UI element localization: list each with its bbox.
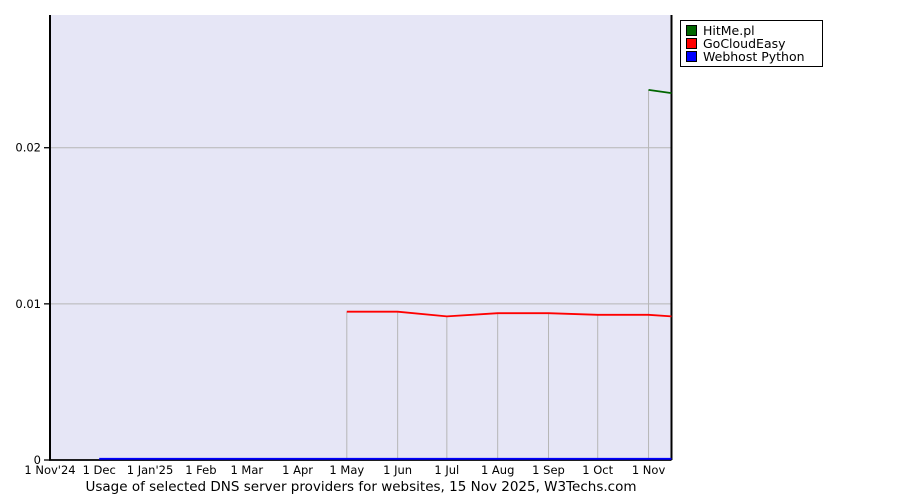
legend-label: HitMe.pl [703,23,755,38]
x-tick-label: 1 May [329,463,364,477]
x-tick-label: 1 Aug [481,463,514,477]
x-tick-label: 1 Nov [632,463,666,477]
series-color-swatch [686,25,697,36]
chart-title: Usage of selected DNS server providers f… [85,479,637,495]
y-tick-label: 0 [34,453,41,467]
x-tick-label: 1 Dec [83,463,116,477]
x-tick-label: 1 Feb [185,463,216,477]
x-tick-label: 1 Jun [383,463,412,477]
x-tick-label: 1 Jan'25 [127,463,174,477]
x-tick-label: 1 Sep [532,463,565,477]
x-tick-label: 1 Nov'24 [24,463,75,477]
legend-item: GoCloudEasy [686,37,818,50]
series-line-hitme-pl [648,89,672,94]
x-tick-label: 1 Jul [434,463,459,477]
plot-background [50,15,672,460]
legend-label: GoCloudEasy [703,36,786,51]
series-color-swatch [686,38,697,49]
x-tick-label: 1 Mar [230,463,263,477]
series-line-gocloudeasy [346,310,672,318]
series-color-swatch [686,51,697,62]
x-tick-label: 1 Apr [282,463,313,477]
legend-label: Webhost Python [703,49,805,64]
legend-item: Webhost Python [686,50,818,63]
y-tick-label: 0.01 [15,297,41,311]
legend-item: HitMe.pl [686,24,818,37]
x-tick-label: 1 Oct [582,463,613,477]
y-tick-label: 0.02 [15,141,41,155]
legend: HitMe.pl GoCloudEasy Webhost Python [680,20,823,67]
